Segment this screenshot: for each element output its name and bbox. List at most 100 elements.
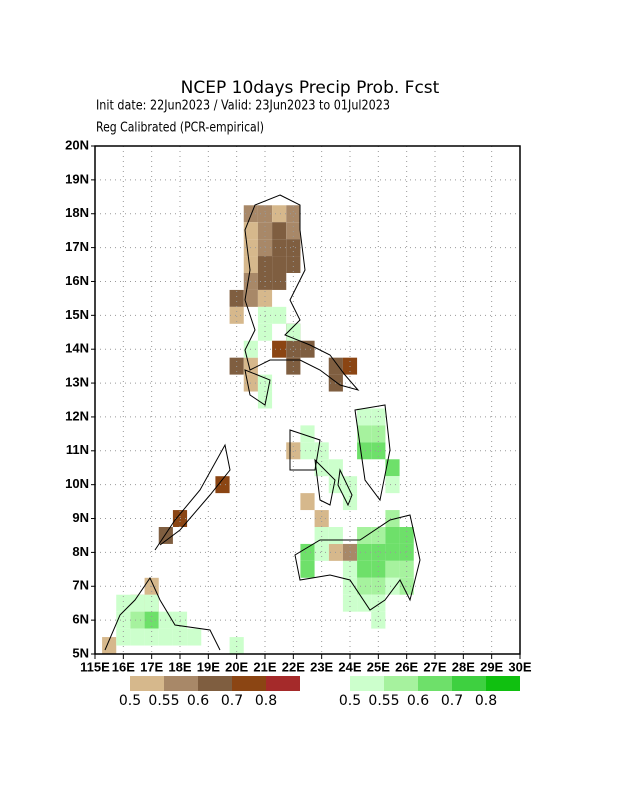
wet-cell — [328, 459, 343, 477]
wet-cell — [399, 527, 414, 544]
wet-cell — [357, 442, 372, 460]
cell-layer — [102, 205, 414, 654]
wet-cell — [300, 543, 315, 561]
wet-cell — [399, 543, 414, 561]
coastline — [104, 576, 221, 651]
wet-cell — [116, 628, 131, 646]
coastline — [354, 404, 391, 502]
wet-cell — [342, 560, 358, 578]
legend-swatch — [350, 676, 384, 691]
x-tick-label: 27E — [423, 659, 446, 674]
wet-cell — [385, 459, 400, 477]
dry-cell — [272, 273, 287, 290]
dry-cell — [286, 256, 301, 273]
dry-cell — [328, 357, 343, 375]
coastline — [294, 514, 421, 611]
wet-cell — [328, 527, 343, 544]
dry-cell — [257, 289, 273, 307]
x-tick-label: 20E — [225, 659, 248, 674]
legend-swatch — [486, 676, 520, 691]
wet-cell — [130, 611, 145, 629]
y-tick-label: 20N — [65, 137, 89, 152]
wet-cell — [144, 628, 159, 646]
wet-cell — [130, 594, 145, 612]
legend-swatch — [164, 676, 198, 691]
map-title: NCEP 10days Precip Prob. Fcst — [181, 78, 440, 98]
wet-cell — [385, 476, 400, 494]
legend-label: 0.6 — [187, 693, 209, 709]
wet-cell — [300, 560, 315, 578]
dry-cell — [243, 256, 258, 273]
y-tick-label: 17N — [65, 239, 89, 254]
wet-cell — [229, 637, 244, 654]
legend-swatch — [130, 676, 164, 691]
legend-label: 0.55 — [148, 693, 179, 709]
y-tick-label: 9N — [72, 510, 89, 525]
coastline — [314, 458, 336, 506]
dry-cell — [272, 239, 287, 257]
legend-label: 0.55 — [368, 693, 399, 709]
legend-label: 0.6 — [407, 693, 429, 709]
x-tick-label: 19E — [197, 659, 220, 674]
wet-cell — [371, 543, 386, 561]
wet-cell — [385, 543, 400, 561]
wet-cell — [371, 560, 386, 578]
wet-cell — [144, 611, 159, 629]
y-tick-label: 5N — [72, 645, 89, 660]
dry-cell — [286, 239, 301, 257]
x-tick-label: 28E — [452, 659, 475, 674]
wet-cell — [272, 306, 287, 324]
x-tick-label: 17E — [140, 659, 163, 674]
coastline — [337, 468, 353, 507]
dry-cell — [229, 289, 244, 307]
legend-swatch — [384, 676, 418, 691]
coastlines — [104, 194, 421, 651]
y-tick-label: 13N — [65, 375, 89, 390]
dry-cell — [272, 205, 287, 223]
wet-cell — [385, 510, 400, 527]
legend-swatch — [452, 676, 486, 691]
dry-cell — [243, 222, 258, 240]
wet-cell — [314, 543, 329, 561]
coastline — [244, 369, 271, 406]
wet-cell — [371, 442, 386, 460]
x-tick-label: 115E — [80, 659, 110, 674]
dry-cell — [257, 256, 273, 273]
legend-swatch — [198, 676, 232, 691]
wet-cell — [158, 628, 173, 646]
dry-cell — [272, 256, 287, 273]
x-tick-label: 24E — [338, 659, 361, 674]
dry-cell — [286, 222, 301, 240]
x-tick-label: 25E — [367, 659, 390, 674]
wet-cell — [144, 594, 159, 612]
y-tick-label: 7N — [72, 578, 89, 593]
map-frame — [94, 145, 521, 655]
wet-cell — [257, 323, 273, 341]
dry-cell — [243, 357, 258, 375]
wet-cell — [385, 560, 400, 578]
dry-cell — [272, 222, 287, 240]
legend-label: 0.7 — [221, 693, 243, 709]
legend-swatch — [266, 676, 300, 691]
wet-cell — [357, 543, 372, 561]
x-tick-label: 18E — [168, 659, 191, 674]
x-tick-label: 22E — [282, 659, 305, 674]
wet-cell — [371, 594, 386, 612]
wet-cell — [357, 425, 372, 443]
map-note: Reg Calibrated (PCR-empirical) — [96, 121, 264, 136]
wet-cell — [342, 594, 358, 612]
grid-layer: 115E 16E 17E 18E 19E 20E 21E 22E 23E 24E 25E 26E 27E… — [65, 137, 532, 674]
x-tick-label: 26E — [395, 659, 418, 674]
x-tick-label: 23E — [310, 659, 333, 674]
legend-label: 0.8 — [475, 693, 497, 709]
legend-swatch — [418, 676, 452, 691]
y-tick-label: 10N — [65, 476, 89, 491]
dry-cell — [243, 289, 258, 307]
wet-cell — [357, 577, 372, 595]
dry-cell — [272, 340, 287, 358]
wet-cell — [187, 628, 202, 646]
dry-cell — [215, 476, 230, 494]
x-tick-label: 16E — [112, 659, 135, 674]
dry-cell — [300, 340, 315, 358]
